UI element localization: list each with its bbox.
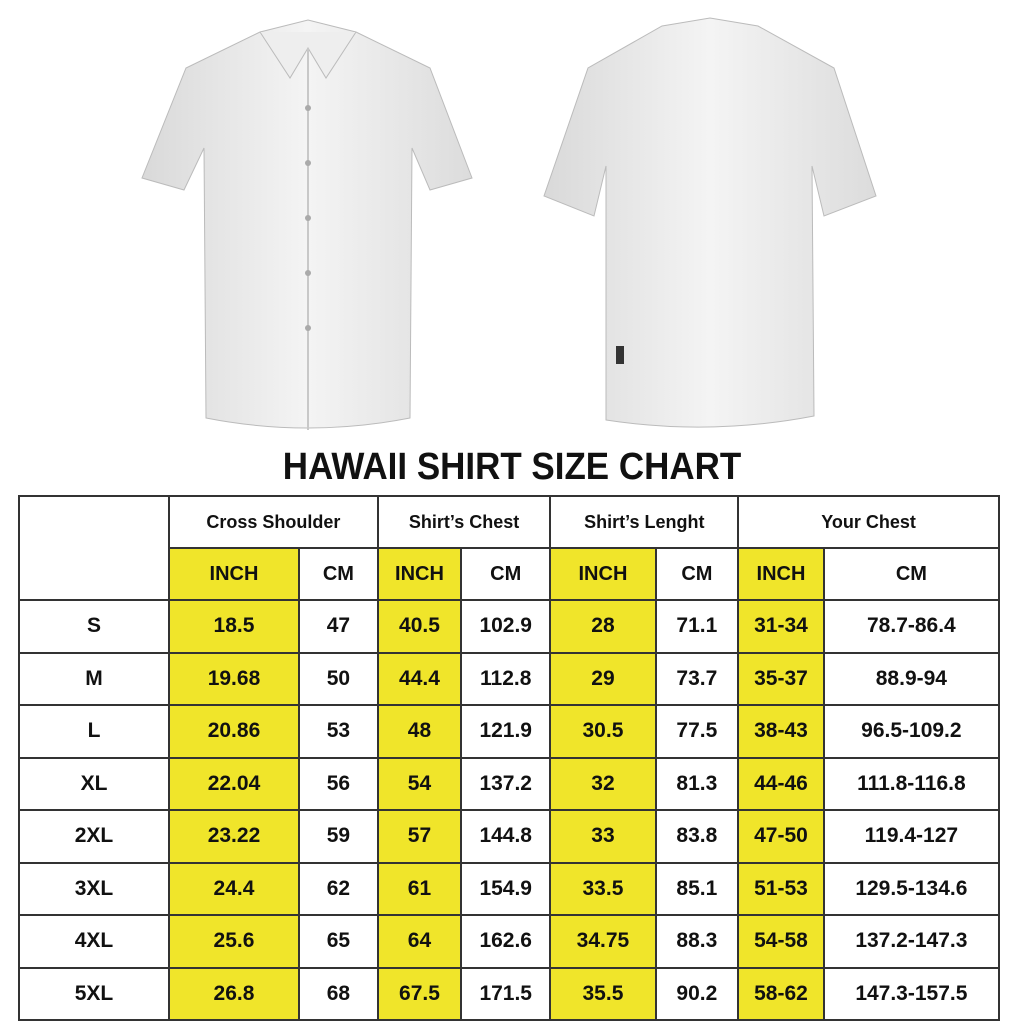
- unit-cm-header: CM: [822, 547, 1001, 601]
- cm-value: 71.1: [654, 599, 740, 654]
- inch-value: 54-58: [737, 914, 825, 969]
- cm-value: 129.5-134.6: [822, 861, 1001, 916]
- inch-value: 40.5: [376, 599, 463, 654]
- inch-value: 38-43: [737, 704, 825, 759]
- shirt-back-image: [543, 17, 877, 428]
- group-header: Cross Shoulder: [168, 495, 379, 549]
- size-row: 4XL 25.6 65 64 162.6 34.75 88.3 54-58 137.2-147.…: [18, 914, 1001, 969]
- inch-value: 48: [376, 704, 463, 759]
- size-row: 3XL 24.4 62 61 154.9 33.5 85.1 51-53 129.5-134.6: [18, 861, 1001, 916]
- inch-value: 18.5: [168, 599, 300, 654]
- size-label: L: [18, 704, 170, 759]
- inch-value: 61: [376, 861, 463, 916]
- inch-value: 44-46: [737, 756, 825, 811]
- cm-value: 53: [297, 704, 379, 759]
- inch-value: 25.6: [168, 914, 300, 969]
- cm-value: 154.9: [460, 861, 552, 916]
- unit-inch-header: INCH: [376, 547, 463, 601]
- group-header: Shirt’s Lenght: [549, 495, 740, 549]
- size-row: L 20.86 53 48 121.9 30.5 77.5 38-43 96.5-109.2: [18, 704, 1001, 759]
- inch-value: 31-34: [737, 599, 825, 654]
- inch-value: 44.4: [376, 651, 463, 706]
- size-label: 2XL: [18, 809, 170, 864]
- cm-value: 171.5: [460, 966, 552, 1021]
- inch-value: 23.22: [168, 809, 300, 864]
- cm-value: 78.7-86.4: [822, 599, 1001, 654]
- cm-value: 73.7: [654, 651, 740, 706]
- size-label: 3XL: [18, 861, 170, 916]
- shirt-front-image: [141, 19, 473, 430]
- unit-cm-header: CM: [297, 547, 379, 601]
- cm-value: 137.2-147.3: [822, 914, 1001, 969]
- cm-value: 111.8-116.8: [822, 756, 1001, 811]
- cm-value: 88.3: [654, 914, 740, 969]
- inch-value: 54: [376, 756, 463, 811]
- size-label: 5XL: [18, 966, 170, 1021]
- inch-value: 24.4: [168, 861, 300, 916]
- inch-value: 26.8: [168, 966, 300, 1021]
- unit-cm-header: CM: [654, 547, 740, 601]
- unit-cm-header: CM: [460, 547, 552, 601]
- group-header: Shirt’s Chest: [376, 495, 552, 549]
- cm-value: 144.8: [460, 809, 552, 864]
- cm-value: 65: [297, 914, 379, 969]
- inch-value: 28: [549, 599, 657, 654]
- inch-value: 35-37: [737, 651, 825, 706]
- unit-inch-header: INCH: [549, 547, 657, 601]
- size-row: M 19.68 50 44.4 112.8 29 73.7 35-37 88.9-94: [18, 651, 1001, 706]
- cm-value: 102.9: [460, 599, 552, 654]
- size-row: 2XL 23.22 59 57 144.8 33 83.8 47-50 119.4-127: [18, 809, 1001, 864]
- cm-value: 112.8: [460, 651, 552, 706]
- cm-value: 96.5-109.2: [822, 704, 1001, 759]
- inch-value: 57: [376, 809, 463, 864]
- cm-value: 88.9-94: [822, 651, 1001, 706]
- cm-value: 68: [297, 966, 379, 1021]
- cm-value: 83.8: [654, 809, 740, 864]
- cm-value: 59: [297, 809, 379, 864]
- inch-value: 19.68: [168, 651, 300, 706]
- cm-value: 85.1: [654, 861, 740, 916]
- size-label: M: [18, 651, 170, 706]
- unit-inch-header: INCH: [737, 547, 825, 601]
- inch-value: 67.5: [376, 966, 463, 1021]
- inch-value: 34.75: [549, 914, 657, 969]
- cm-value: 119.4-127: [822, 809, 1001, 864]
- inch-value: 47-50: [737, 809, 825, 864]
- inch-value: 33.5: [549, 861, 657, 916]
- cm-value: 137.2: [460, 756, 552, 811]
- size-chart-table: Cross Shoulder Shirt’s Chest Shirt’s Len…: [18, 495, 1001, 1021]
- corner-cell: [18, 495, 170, 601]
- cm-value: 77.5: [654, 704, 740, 759]
- inch-value: 33: [549, 809, 657, 864]
- cm-value: 47: [297, 599, 379, 654]
- inch-value: 64: [376, 914, 463, 969]
- size-row: 5XL 26.8 68 67.5 171.5 35.5 90.2 58-62 147.3-157…: [18, 966, 1001, 1021]
- cm-value: 121.9: [460, 704, 552, 759]
- cm-value: 50: [297, 651, 379, 706]
- cm-value: 162.6: [460, 914, 552, 969]
- cm-value: 56: [297, 756, 379, 811]
- inch-value: 51-53: [737, 861, 825, 916]
- cm-value: 81.3: [654, 756, 740, 811]
- inch-value: 29: [549, 651, 657, 706]
- unit-inch-header: INCH: [168, 547, 300, 601]
- group-header: Your Chest: [737, 495, 1000, 549]
- size-label: XL: [18, 756, 170, 811]
- size-row: XL 22.04 56 54 137.2 32 81.3 44-46 111.8-116.8: [18, 756, 1001, 811]
- cm-value: 90.2: [654, 966, 740, 1021]
- inch-value: 32: [549, 756, 657, 811]
- cm-value: 62: [297, 861, 379, 916]
- inch-value: 35.5: [549, 966, 657, 1021]
- inch-value: 22.04: [168, 756, 300, 811]
- size-row: S 18.5 47 40.5 102.9 28 71.1 31-34 78.7-86.4: [18, 599, 1001, 654]
- size-label: S: [18, 599, 170, 654]
- chart-title: HAWAII SHIRT SIZE CHART: [282, 446, 742, 488]
- inch-value: 20.86: [168, 704, 300, 759]
- cm-value: 147.3-157.5: [822, 966, 1001, 1021]
- inch-value: 30.5: [549, 704, 657, 759]
- size-label: 4XL: [18, 914, 170, 969]
- inch-value: 58-62: [737, 966, 825, 1021]
